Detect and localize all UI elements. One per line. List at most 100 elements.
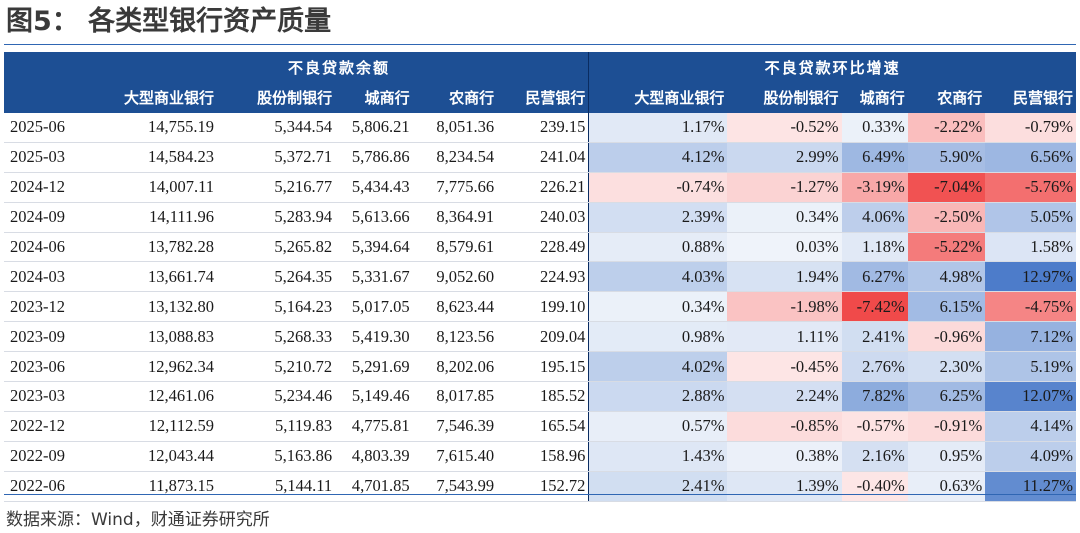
col-header-balance-large: 大型商业银行: [89, 82, 217, 113]
growth-cell: 1.39%: [727, 471, 842, 502]
col-header-balance-city: 城商行: [335, 82, 413, 113]
balance-cell: 5,806.21: [335, 113, 413, 143]
growth-cell: 4.02%: [588, 351, 728, 383]
balance-cell: 5,268.33: [216, 321, 336, 353]
growth-cell: -0.52%: [727, 113, 842, 143]
row-date: 2024-12: [4, 172, 90, 203]
growth-cell: 1.43%: [588, 441, 728, 472]
balance-cell: 5,283.94: [216, 202, 336, 233]
growth-cell: 2.76%: [841, 351, 908, 383]
growth-cell: -0.79%: [985, 113, 1076, 143]
balance-cell: 5,291.69: [335, 351, 413, 383]
balance-cell: 9,052.60: [412, 261, 498, 293]
balance-cell: 224.93: [497, 261, 589, 293]
growth-cell: -5.22%: [907, 232, 986, 263]
growth-cell: -0.85%: [727, 411, 842, 442]
growth-cell: -0.91%: [907, 411, 986, 442]
balance-cell: 11,873.15: [89, 471, 217, 502]
balance-cell: 12,962.34: [89, 351, 217, 383]
table-row: 2023-03 12,461.06 5,234.46 5,149.46 8,017.85…: [4, 381, 1076, 412]
balance-cell: 5,149.46: [335, 381, 413, 412]
balance-cell: 152.72: [497, 471, 589, 502]
balance-cell: 13,088.83: [89, 321, 217, 353]
growth-cell: 4.12%: [588, 142, 728, 173]
growth-cell: 12.97%: [985, 261, 1076, 293]
table-row: 2024-09 14,111.96 5,283.94 5,613.66 8,364.91…: [4, 202, 1076, 233]
table-row: 2022-12 12,112.59 5,119.83 4,775.81 7,546.39…: [4, 411, 1076, 442]
balance-cell: 5,264.35: [216, 261, 336, 293]
growth-cell: 2.88%: [588, 381, 728, 412]
balance-cell: 199.10: [497, 291, 589, 323]
balance-cell: 14,111.96: [89, 202, 217, 233]
row-date: 2025-03: [4, 142, 90, 173]
balance-cell: 5,164.23: [216, 291, 336, 323]
growth-cell: 0.38%: [727, 441, 842, 472]
balance-cell: 5,265.82: [216, 232, 336, 263]
balance-cell: 12,112.59: [89, 411, 217, 442]
source-note: 数据来源：Wind，财通证券研究所: [6, 510, 270, 530]
growth-cell: -7.42%: [841, 291, 908, 323]
growth-cell: 2.16%: [841, 441, 908, 472]
growth-cell: 0.57%: [588, 411, 728, 442]
table-row: 2024-06 13,782.28 5,265.82 5,394.64 8,579.61…: [4, 232, 1076, 263]
growth-cell: -0.57%: [841, 411, 908, 442]
table-row: 2023-06 12,962.34 5,210.72 5,291.69 8,202.06…: [4, 351, 1076, 383]
table-row: 2023-12 13,132.80 5,164.23 5,017.05 8,623.44…: [4, 291, 1076, 323]
growth-cell: 4.14%: [985, 411, 1076, 442]
balance-cell: 5,210.72: [216, 351, 336, 383]
table-body: 2025-06 14,755.19 5,344.54 5,806.21 8,051.36…: [4, 113, 1076, 502]
balance-cell: 13,132.80: [89, 291, 217, 323]
figure-title: 图5： 各类型银行资产质量: [6, 6, 332, 37]
balance-cell: 5,234.46: [216, 381, 336, 412]
growth-cell: 5.05%: [985, 202, 1076, 233]
balance-cell: 13,782.28: [89, 232, 217, 263]
balance-cell: 5,216.77: [216, 172, 336, 203]
balance-cell: 7,615.40: [412, 441, 498, 472]
balance-cell: 5,372.71: [216, 142, 336, 173]
col-header-growth-joint: 股份制银行: [727, 82, 842, 113]
growth-cell: 1.94%: [727, 261, 842, 293]
row-date: 2022-12: [4, 411, 90, 442]
growth-cell: -0.96%: [907, 321, 986, 353]
row-date: 2022-09: [4, 441, 90, 472]
balance-cell: 4,803.39: [335, 441, 413, 472]
balance-cell: 5,613.66: [335, 202, 413, 233]
balance-cell: 8,202.06: [412, 351, 498, 383]
balance-cell: 14,007.11: [89, 172, 217, 203]
balance-cell: 8,234.54: [412, 142, 498, 173]
table-row: 2022-09 12,043.44 5,163.86 4,803.39 7,615.40…: [4, 441, 1076, 472]
col-header-growth-private: 民营银行: [985, 82, 1076, 113]
balance-cell: 13,661.74: [89, 261, 217, 293]
growth-cell: 11.27%: [985, 471, 1076, 502]
growth-cell: -5.76%: [985, 172, 1076, 203]
growth-cell: 6.56%: [985, 142, 1076, 173]
growth-cell: 5.19%: [985, 351, 1076, 383]
balance-cell: 5,434.43: [335, 172, 413, 203]
growth-cell: 4.06%: [841, 202, 908, 233]
growth-cell: 0.03%: [727, 232, 842, 263]
row-date: 2023-12: [4, 291, 90, 323]
balance-cell: 5,344.54: [216, 113, 336, 143]
growth-cell: 4.03%: [588, 261, 728, 293]
balance-cell: 239.15: [497, 113, 589, 143]
growth-cell: -1.27%: [727, 172, 842, 203]
growth-cell: 1.58%: [985, 232, 1076, 263]
group-header-balance: 不良贷款余额: [89, 52, 589, 82]
balance-cell: 226.21: [497, 172, 589, 203]
growth-cell: 2.41%: [588, 471, 728, 502]
row-date: 2024-03: [4, 261, 90, 293]
growth-cell: -1.98%: [727, 291, 842, 323]
balance-cell: 5,017.05: [335, 291, 413, 323]
growth-cell: 0.34%: [588, 291, 728, 323]
col-header-growth-city: 城商行: [841, 82, 908, 113]
growth-cell: 6.15%: [907, 291, 986, 323]
col-header-growth-large: 大型商业银行: [588, 82, 728, 113]
balance-cell: 5,144.11: [216, 471, 336, 502]
growth-cell: 4.98%: [907, 261, 986, 293]
balance-cell: 5,119.83: [216, 411, 336, 442]
row-date: 2023-06: [4, 351, 90, 383]
asset-quality-table: 不良贷款余额 不良贷款环比增速 大型商业银行 股份制银行 城商行 农商行 民营银…: [4, 52, 1076, 502]
balance-cell: 5,394.64: [335, 232, 413, 263]
growth-cell: 0.95%: [907, 441, 986, 472]
group-header-row: 不良贷款余额 不良贷款环比增速: [4, 52, 1076, 82]
